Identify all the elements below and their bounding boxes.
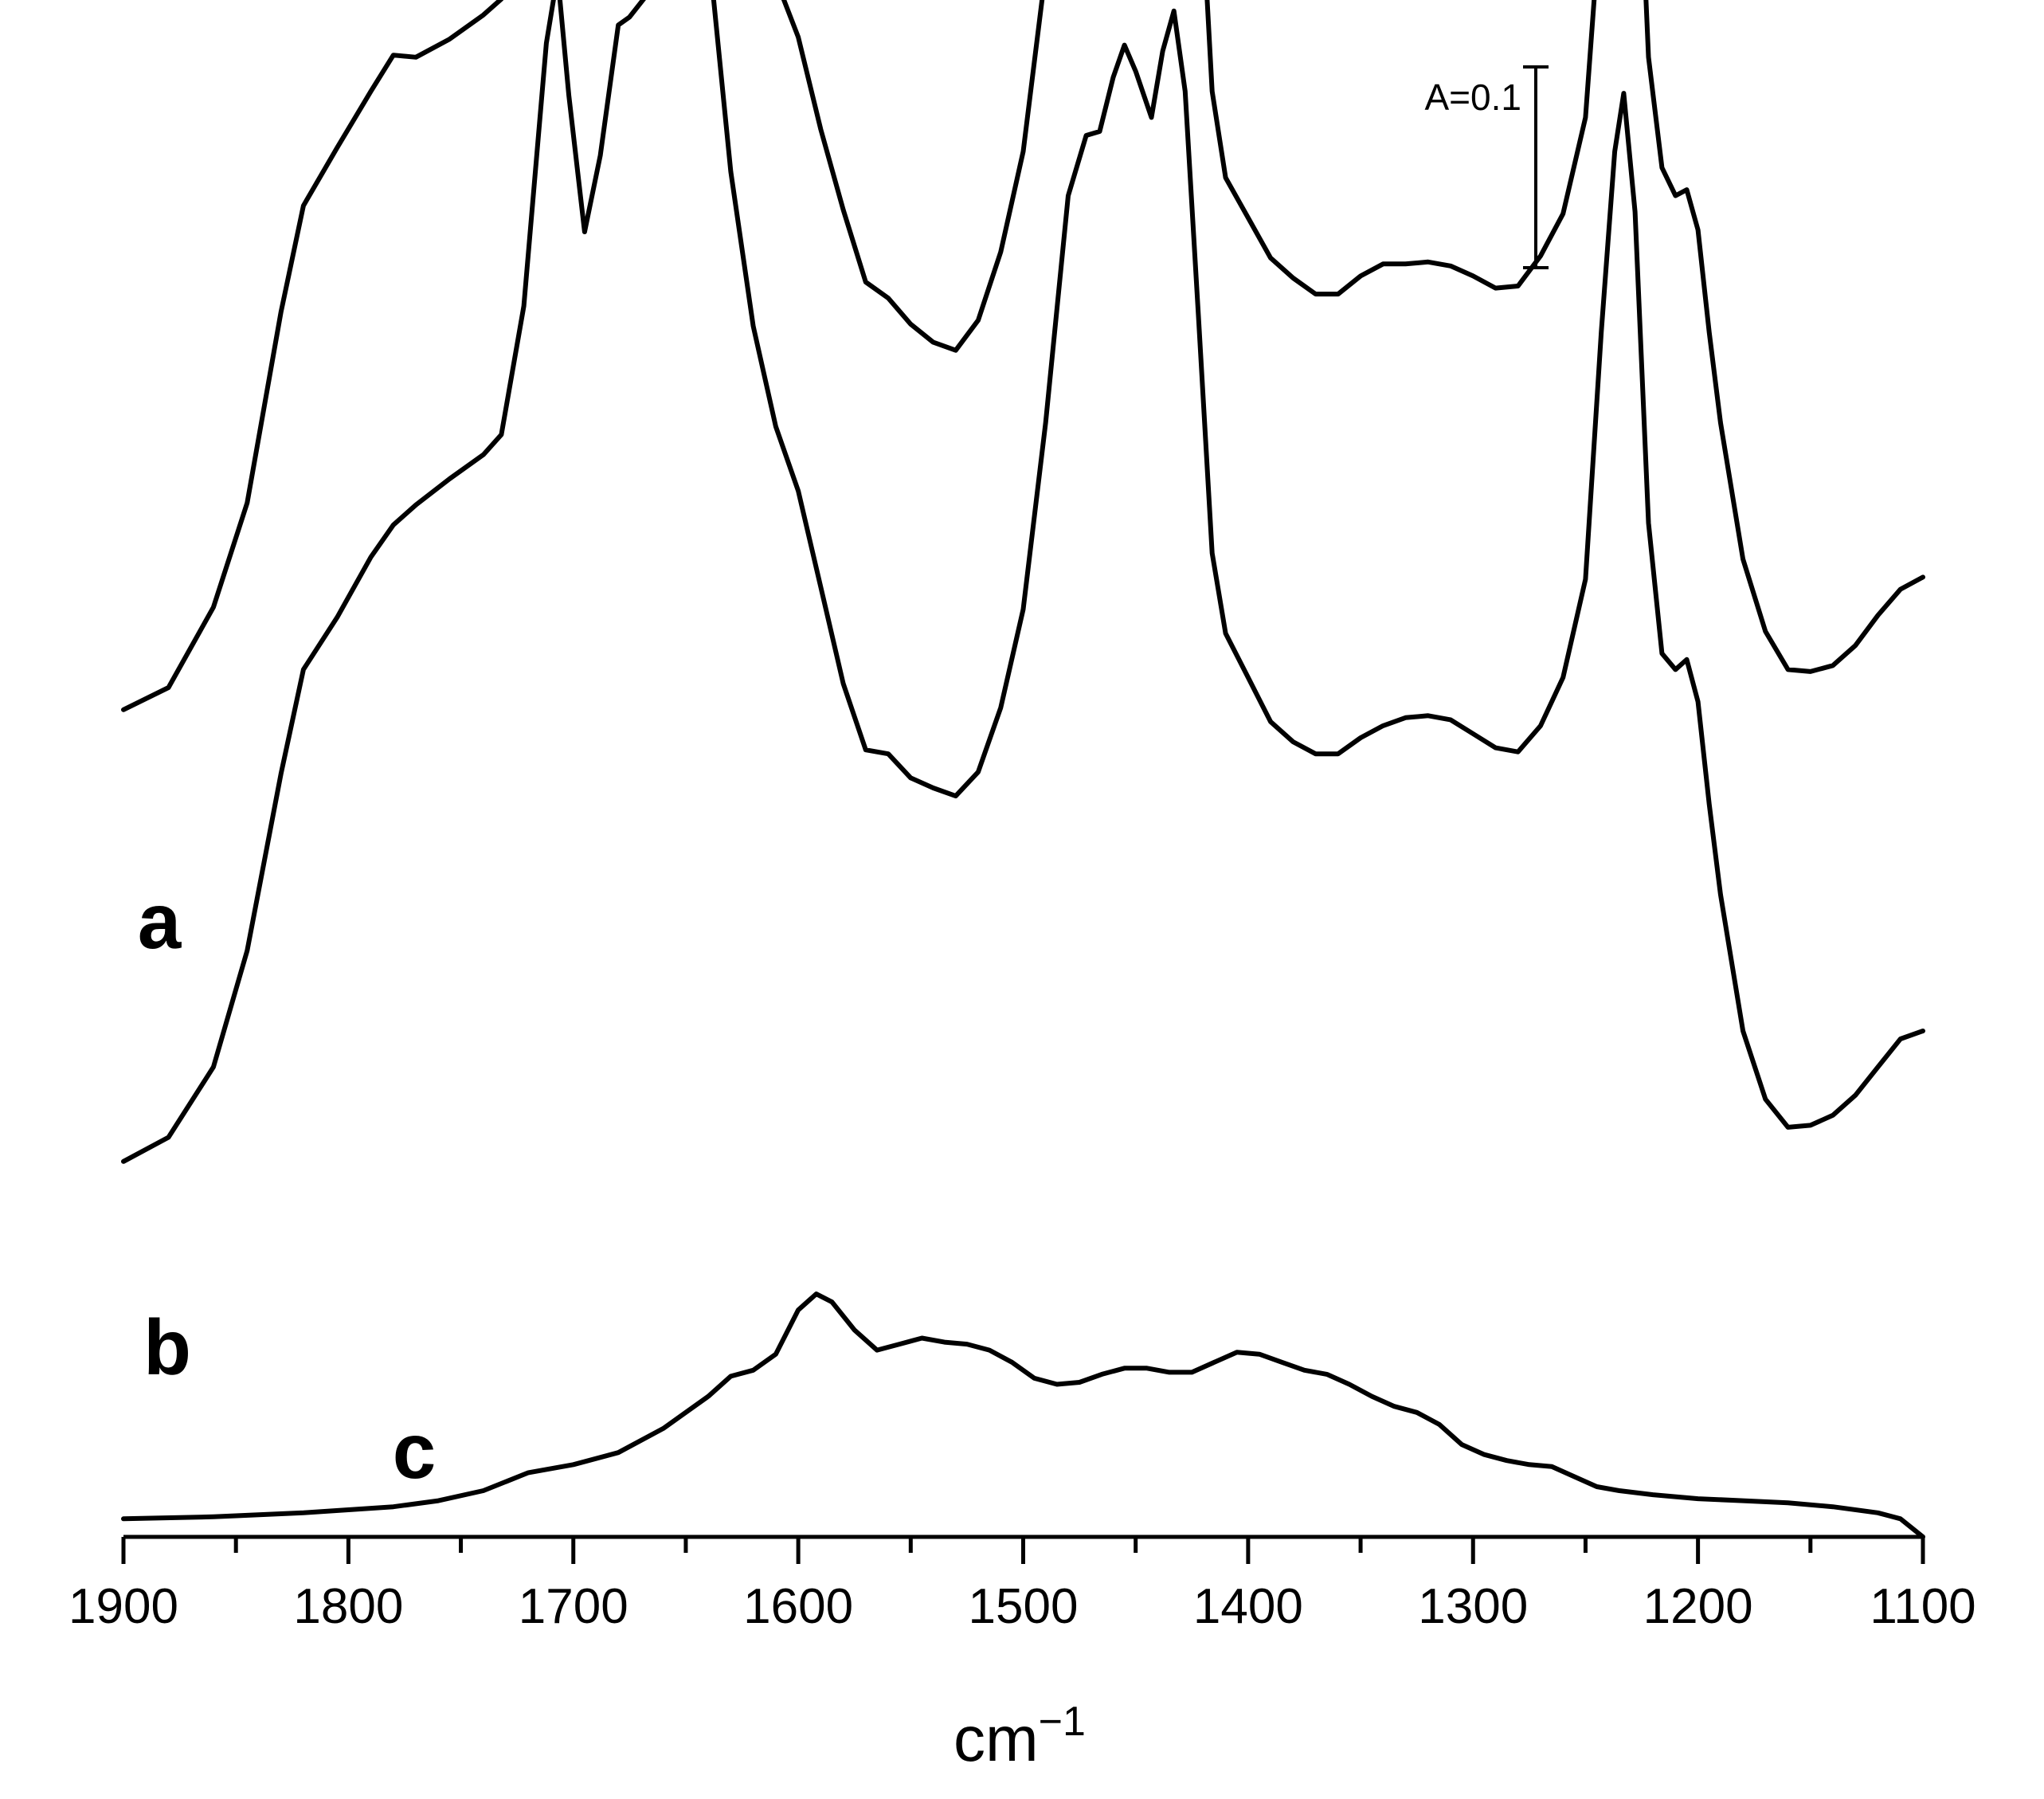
tick-label-1500: 1500 [969, 1579, 1079, 1634]
spectrum-line-c [121, 1291, 1925, 1539]
tick-label-1100: 1100 [1870, 1579, 1975, 1634]
absorbance-scale-bar: A=0.1 [1425, 65, 1549, 269]
x-axis-title: cm−1 [953, 1699, 1086, 1774]
tick-label-1700: 1700 [519, 1579, 628, 1634]
curve-label-b: b [143, 1303, 191, 1391]
tick-label-1800: 1800 [293, 1579, 403, 1634]
curve-labels: a b c [138, 877, 437, 1495]
curve-label-c: c [393, 1407, 437, 1495]
spectrum-line-b [121, 0, 1925, 1164]
x-axis-title-exponent: −1 [1039, 1699, 1086, 1745]
tick-label-1600: 1600 [743, 1579, 853, 1634]
tick-label-1200: 1200 [1643, 1579, 1753, 1634]
x-axis-tick-labels: 1900 1800 1700 1600 1500 1400 1300 1200 1100 [69, 1579, 1976, 1634]
scale-bar-label: A=0.1 [1425, 76, 1522, 118]
x-axis: 1900 1800 1700 1600 1500 1400 1300 1200 1100 cm−… [69, 1534, 1976, 1774]
spectra-group [121, 0, 1925, 1539]
curve-label-a: a [138, 877, 182, 965]
x-axis-title-unit: cm [953, 1703, 1039, 1774]
x-axis-ticks [121, 1537, 1925, 1564]
tick-label-1400: 1400 [1193, 1579, 1303, 1634]
tick-label-1900: 1900 [69, 1579, 178, 1634]
tick-label-1300: 1300 [1418, 1579, 1528, 1634]
spectrum-line-a [121, 0, 1925, 712]
